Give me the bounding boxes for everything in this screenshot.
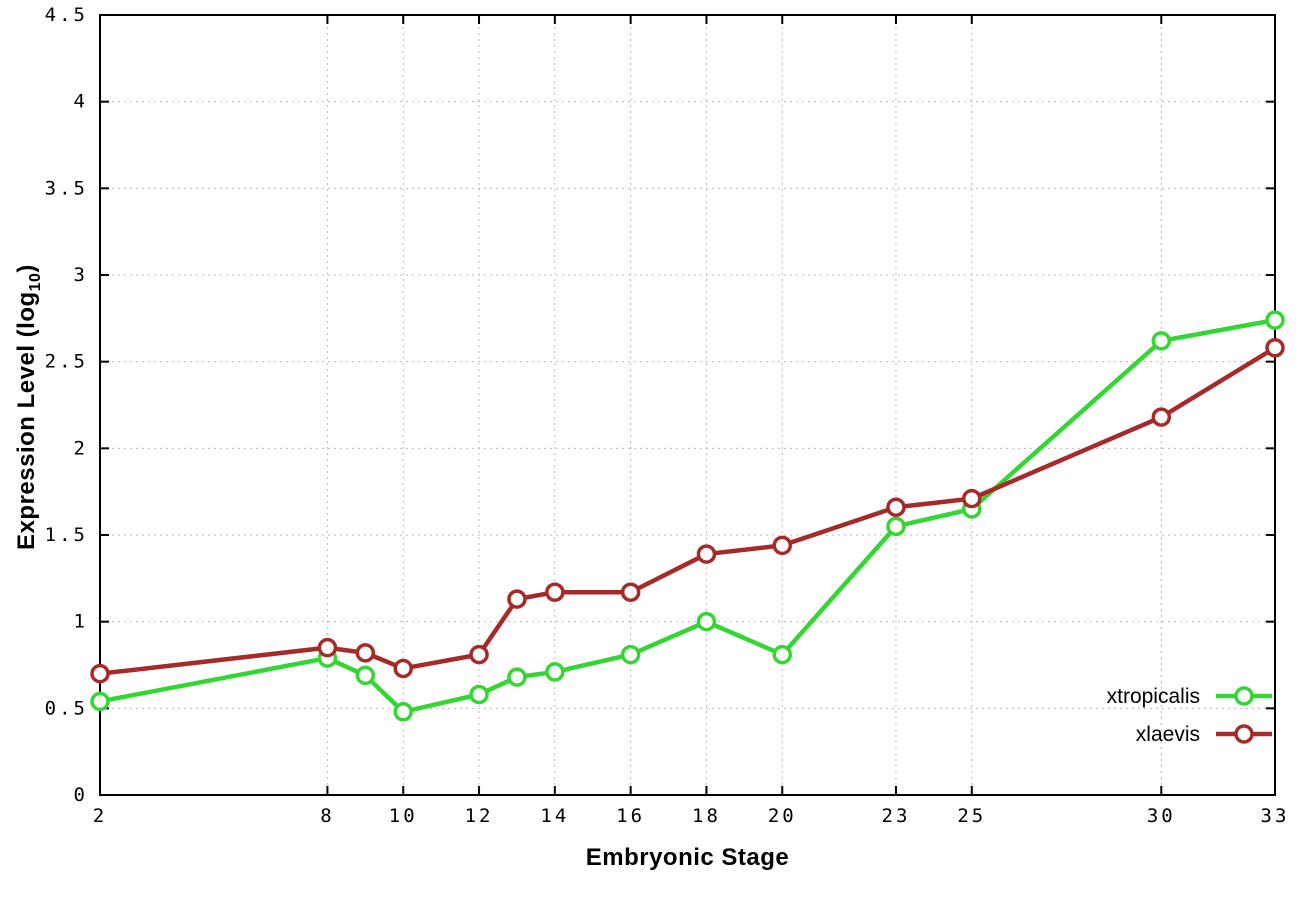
series-xlaevis (90, 338, 1285, 684)
data-point-xlaevis (90, 663, 110, 684)
data-point-xlaevis (696, 544, 717, 564)
x-axis-label: Embryonic Stage (585, 844, 790, 871)
x-tick-label: 10 (389, 805, 418, 827)
data-point-xtropicalis (507, 667, 527, 687)
y-tick-label: 4.5 (45, 4, 88, 26)
data-point-xtropicalis (545, 662, 565, 682)
plot-border (99, 14, 1276, 796)
data-point-xlaevis (469, 644, 489, 665)
data-point-xtropicalis (393, 702, 413, 722)
x-tick-label: 8 (320, 805, 334, 827)
y-tick-label: 3.5 (45, 177, 88, 199)
data-point-xlaevis (545, 582, 565, 602)
data-point-xtropicalis (772, 644, 793, 665)
data-point-xtropicalis (469, 684, 489, 705)
data-point-xtropicalis (1265, 310, 1285, 330)
legend-sample-marker-xtropicalis (1234, 686, 1254, 706)
y-tick-labels: 0 0.5 1 1.5 2 2.5 3 3.5 4 4.5 (45, 4, 88, 806)
grid (99, 14, 1276, 796)
x-tick-label: 16 (616, 805, 645, 827)
data-point-xlaevis (507, 589, 527, 609)
y-tick-label: 3 (74, 264, 88, 286)
x-tick-label: 18 (692, 805, 721, 827)
y-axis-label-end: ) (13, 264, 40, 273)
data-point-xlaevis (355, 643, 376, 663)
legend: xtropicalis xlaevis (1107, 685, 1272, 746)
data-point-xtropicalis (620, 644, 641, 665)
series-xtropicalis (90, 310, 1285, 722)
data-point-xlaevis (317, 637, 338, 658)
data-point-xlaevis (1151, 407, 1172, 427)
y-tick-label: 1.5 (45, 524, 88, 546)
data-point-xtropicalis (886, 516, 906, 537)
x-tick-label: 33 (1261, 805, 1290, 827)
x-tick-label: 2 (93, 805, 107, 827)
axis-tick-marks (99, 14, 1276, 796)
data-point-xtropicalis (696, 611, 717, 632)
data-point-xtropicalis (355, 665, 376, 686)
data-point-xlaevis (393, 658, 413, 679)
y-axis-label-sub: 10 (26, 272, 44, 292)
legend-label-xlaevis: xlaevis (1136, 723, 1200, 746)
x-tick-labels: 2 8 10 12 14 16 18 20 23 25 30 33 (93, 805, 1290, 827)
data-point-xlaevis (620, 582, 641, 602)
y-axis-label: Expression Level (log10) (13, 7, 44, 807)
x-tick-label: 12 (465, 805, 494, 827)
data-point-xlaevis (1265, 338, 1285, 358)
x-tick-label: 23 (882, 805, 911, 827)
data-point-xtropicalis (90, 691, 110, 712)
y-tick-label: 4 (74, 91, 88, 113)
x-tick-label: 25 (957, 805, 986, 827)
y-tick-label: 0.5 (45, 697, 88, 719)
y-tick-label: 1 (74, 611, 88, 633)
x-tick-label: 14 (540, 805, 569, 827)
x-tick-label: 20 (768, 805, 797, 827)
data-point-xlaevis (772, 535, 793, 556)
data-point-xtropicalis (1151, 331, 1172, 351)
legend-label-xtropicalis: xtropicalis (1107, 685, 1200, 708)
x-tick-label: 30 (1147, 805, 1176, 827)
data-point-xlaevis (886, 497, 906, 518)
y-tick-label: 2 (74, 437, 88, 459)
legend-sample-marker-xlaevis (1234, 724, 1254, 744)
y-tick-label: 0 (74, 784, 88, 806)
data-point-xlaevis (962, 488, 982, 509)
y-tick-label: 2.5 (45, 351, 88, 373)
y-axis-label-main: Expression Level (log (13, 291, 40, 550)
